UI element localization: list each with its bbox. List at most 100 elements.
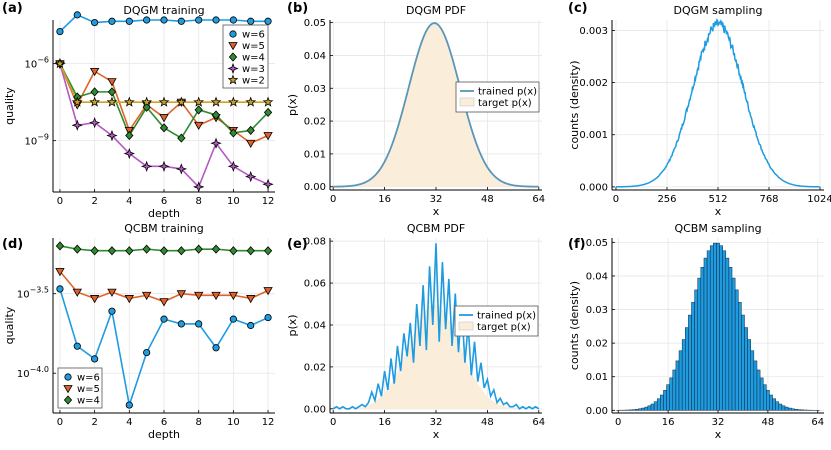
y-axis-label: counts (density) <box>568 60 581 149</box>
histogram-bar <box>745 328 748 411</box>
data-point <box>91 19 97 25</box>
legend: trained p(x)target p(x) <box>455 306 538 336</box>
histogram-bar <box>779 404 782 410</box>
legend-swatch <box>460 98 474 106</box>
histogram-bar <box>654 402 657 411</box>
data-point <box>108 79 116 86</box>
data-point <box>195 321 201 327</box>
histogram-bar <box>782 406 785 411</box>
x-tick-label: 2 <box>91 196 97 207</box>
data-point <box>160 162 169 171</box>
legend-swatch <box>459 322 473 330</box>
histogram-bar <box>660 395 663 410</box>
y-tick-base: 10 <box>24 137 37 148</box>
data-point <box>74 245 81 253</box>
data-point <box>212 98 221 106</box>
x-tick-label: 48 <box>762 417 775 428</box>
data-point <box>265 18 271 24</box>
x-tick-label: 4 <box>126 196 132 207</box>
y-tick-label: 0.003 <box>579 26 608 37</box>
data-point <box>143 17 149 23</box>
legend-label: trained p(x) <box>477 311 536 322</box>
y-axis-label: p(x) <box>286 314 299 336</box>
histogram-bar <box>732 278 735 410</box>
data-point <box>247 295 255 302</box>
histogram-bar <box>707 251 710 411</box>
y-tick-label: 0.01 <box>304 149 326 160</box>
data-point <box>109 18 115 24</box>
x-tick-label: 12 <box>262 417 275 428</box>
x-tick-label: 16 <box>378 194 391 205</box>
histogram-bar <box>738 302 741 410</box>
histogram-bar <box>692 302 695 410</box>
histogram-bar <box>748 340 751 411</box>
y-tick-label: 0.02 <box>304 117 326 128</box>
x-tick-label: 256 <box>657 194 676 205</box>
data-point <box>91 295 99 302</box>
x-tick-label: 8 <box>196 196 202 207</box>
histogram-bar <box>720 246 723 411</box>
legend-label: w=4 <box>242 53 265 64</box>
y-tick-label: 0.000 <box>579 182 608 193</box>
legend-marker <box>65 374 71 380</box>
data-point <box>143 245 150 253</box>
data-point <box>126 18 132 24</box>
histogram-bar <box>701 267 704 410</box>
y-tick-label: 0.00 <box>304 182 326 193</box>
x-tick-label: 512 <box>708 194 727 205</box>
data-point <box>178 18 184 24</box>
data-point <box>246 172 255 181</box>
x-tick-label: 0 <box>615 417 621 428</box>
histogram-bar <box>698 278 701 410</box>
y-tick-label: 0.04 <box>304 51 326 62</box>
data-point <box>212 245 219 253</box>
histogram-bar <box>642 408 645 410</box>
y-tick-label: 10−9 <box>24 133 49 148</box>
y-tick-label: 0.06 <box>304 279 326 290</box>
legend: trained p(x)target p(x) <box>456 82 539 112</box>
data-point <box>195 122 203 129</box>
histogram-bar <box>798 410 801 411</box>
histogram-bar <box>639 409 642 411</box>
legend-label: w=5 <box>77 384 100 395</box>
x-tick-label: 0 <box>613 194 619 205</box>
x-tick-label: 64 <box>811 417 824 428</box>
data-point <box>57 286 63 292</box>
histogram-bar <box>757 370 760 410</box>
histogram-bar <box>769 395 772 410</box>
data-point <box>160 115 168 122</box>
x-axis-label: x <box>715 428 722 441</box>
data-point <box>143 349 149 355</box>
data-point <box>160 299 168 306</box>
y-tick-label: 10−6 <box>24 56 49 71</box>
data-point <box>247 140 255 147</box>
legend-label: w=3 <box>242 64 265 75</box>
y-tick-label: 0.002 <box>579 78 608 89</box>
histogram-bar <box>704 258 707 410</box>
legend-label: w=6 <box>77 373 100 384</box>
histogram-bar <box>685 328 688 411</box>
panel-label: (f) <box>568 237 586 252</box>
histogram-bar <box>648 406 651 411</box>
panel-label: (b) <box>287 1 308 16</box>
data-point <box>195 245 202 253</box>
histogram-bar <box>726 258 729 410</box>
histogram-bar <box>645 407 648 410</box>
legend-label: trained p(x) <box>478 87 537 98</box>
data-point <box>264 247 271 255</box>
x-tick-label: 0 <box>57 417 63 428</box>
histogram-bar <box>682 340 685 411</box>
x-axis-label: depth <box>148 207 180 220</box>
x-tick-label: 32 <box>712 417 725 428</box>
chart-title: DQGM PDF <box>406 4 466 17</box>
histogram-bar <box>657 399 660 411</box>
data-point <box>264 180 273 189</box>
data-point <box>230 247 237 255</box>
panel-label: (d) <box>2 237 23 252</box>
y-tick-label: 0.05 <box>304 18 326 29</box>
data-point <box>248 18 254 24</box>
x-tick-label: 12 <box>262 196 275 207</box>
